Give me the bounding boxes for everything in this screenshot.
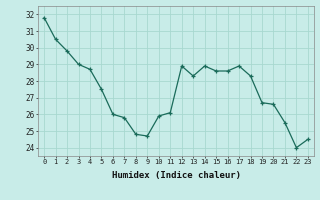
X-axis label: Humidex (Indice chaleur): Humidex (Indice chaleur)	[111, 171, 241, 180]
